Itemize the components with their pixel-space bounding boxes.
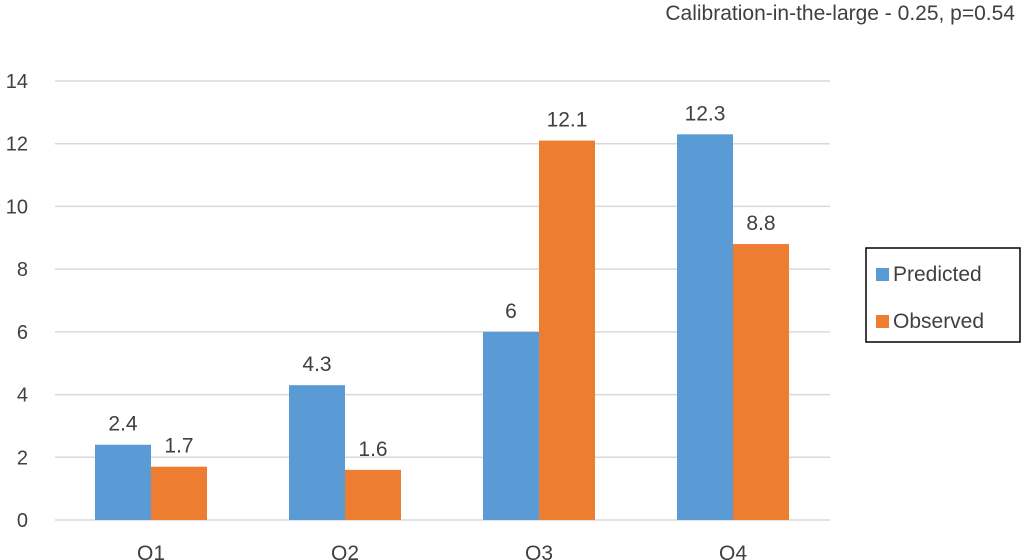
y-tick-label: 8 — [17, 259, 28, 281]
data-label: 1.7 — [164, 435, 193, 458]
data-label: 4.3 — [302, 353, 331, 376]
data-label: 2.4 — [108, 413, 138, 436]
y-tick-label: 4 — [17, 385, 28, 407]
bar-predicted-q2 — [289, 385, 345, 520]
data-label: 12.1 — [547, 109, 588, 132]
legend: Predicted Observed — [865, 247, 1021, 343]
x-tick-label: Q1 — [137, 542, 165, 560]
legend-swatch-observed — [876, 315, 889, 328]
data-label: 12.3 — [685, 102, 726, 125]
bar-predicted-q3 — [483, 331, 539, 520]
y-tick-label: 12 — [6, 134, 28, 156]
chart-title: Calibration-in-the-large - 0.25, p=0.54 — [665, 2, 1015, 25]
bar-predicted-q4 — [677, 134, 733, 521]
y-tick-label: 2 — [17, 447, 28, 469]
y-tick-label: 10 — [6, 196, 28, 218]
x-tick-label: Q4 — [719, 542, 747, 560]
y-tick-label: 6 — [17, 322, 28, 344]
legend-label: Predicted — [893, 263, 982, 286]
y-tick-label: 0 — [17, 510, 28, 532]
bar-observed-q4 — [733, 244, 789, 521]
data-label: 8.8 — [746, 212, 775, 235]
bar-predicted-q1 — [95, 444, 151, 520]
legend-label: Observed — [893, 310, 984, 333]
x-tick-label: Q2 — [331, 542, 359, 560]
data-label: 1.6 — [358, 438, 387, 461]
bar-observed-q3 — [539, 140, 595, 521]
data-label: 6 — [505, 300, 517, 323]
y-tick-label: 14 — [6, 71, 28, 93]
x-tick-label: Q3 — [525, 542, 553, 560]
bar-observed-q2 — [345, 469, 401, 520]
legend-swatch-predicted — [876, 268, 889, 281]
bar-observed-q1 — [151, 466, 207, 520]
